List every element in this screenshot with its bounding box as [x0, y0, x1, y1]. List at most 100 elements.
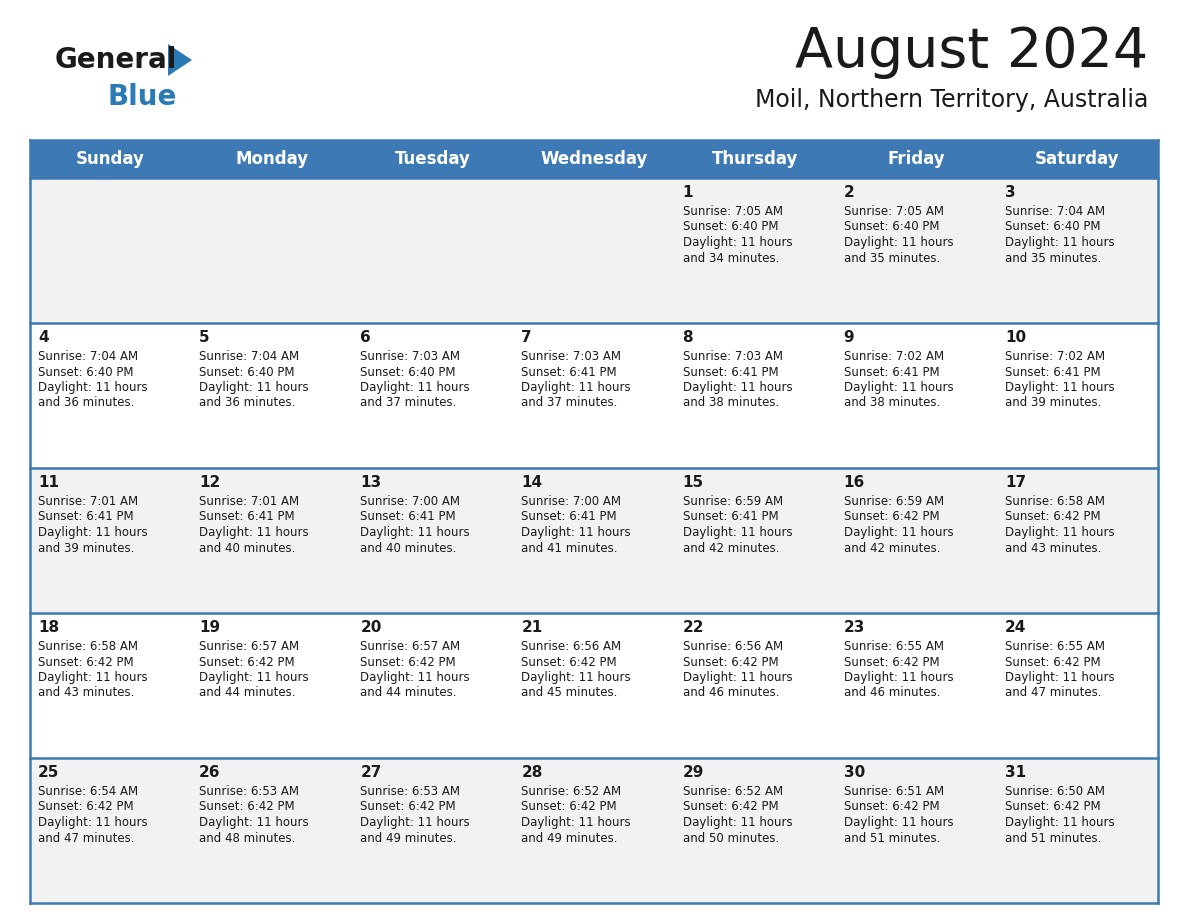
Bar — [835, 178, 997, 323]
Text: Daylight: 11 hours: Daylight: 11 hours — [843, 526, 953, 539]
Text: Sunset: 6:41 PM: Sunset: 6:41 PM — [683, 365, 778, 378]
Text: Daylight: 11 hours: Daylight: 11 hours — [683, 381, 792, 394]
Bar — [513, 178, 675, 323]
Text: Daylight: 11 hours: Daylight: 11 hours — [38, 526, 147, 539]
Text: and 38 minutes.: and 38 minutes. — [843, 397, 940, 409]
Text: 1: 1 — [683, 185, 693, 200]
Text: and 49 minutes.: and 49 minutes. — [360, 832, 456, 845]
Text: Daylight: 11 hours: Daylight: 11 hours — [200, 816, 309, 829]
Text: Daylight: 11 hours: Daylight: 11 hours — [522, 526, 631, 539]
Bar — [30, 468, 191, 613]
Text: and 45 minutes.: and 45 minutes. — [522, 687, 618, 700]
Text: August 2024: August 2024 — [795, 25, 1148, 79]
Text: Thursday: Thursday — [712, 150, 798, 168]
Text: Daylight: 11 hours: Daylight: 11 hours — [522, 381, 631, 394]
Text: and 51 minutes.: and 51 minutes. — [1005, 832, 1101, 845]
Text: and 37 minutes.: and 37 minutes. — [522, 397, 618, 409]
Text: Daylight: 11 hours: Daylight: 11 hours — [38, 381, 147, 394]
Text: Sunrise: 6:56 AM: Sunrise: 6:56 AM — [683, 640, 783, 653]
Bar — [191, 613, 353, 758]
Text: 6: 6 — [360, 330, 371, 345]
Text: Daylight: 11 hours: Daylight: 11 hours — [1005, 816, 1114, 829]
Bar — [30, 178, 191, 323]
Text: Daylight: 11 hours: Daylight: 11 hours — [843, 236, 953, 249]
Bar — [835, 323, 997, 468]
Bar — [191, 758, 353, 903]
Bar — [30, 323, 191, 468]
Text: and 51 minutes.: and 51 minutes. — [843, 832, 940, 845]
Text: Sunset: 6:40 PM: Sunset: 6:40 PM — [200, 365, 295, 378]
Text: Sunset: 6:40 PM: Sunset: 6:40 PM — [360, 365, 456, 378]
Text: Sunday: Sunday — [76, 150, 145, 168]
Text: Saturday: Saturday — [1035, 150, 1119, 168]
Text: Sunset: 6:40 PM: Sunset: 6:40 PM — [843, 220, 940, 233]
Text: Sunset: 6:41 PM: Sunset: 6:41 PM — [522, 510, 617, 523]
Text: Sunrise: 6:55 AM: Sunrise: 6:55 AM — [1005, 640, 1105, 653]
Text: Blue: Blue — [107, 83, 176, 111]
Text: Sunrise: 7:04 AM: Sunrise: 7:04 AM — [38, 350, 138, 363]
Text: 9: 9 — [843, 330, 854, 345]
Text: 26: 26 — [200, 765, 221, 780]
Text: and 44 minutes.: and 44 minutes. — [360, 687, 456, 700]
Text: Sunrise: 7:03 AM: Sunrise: 7:03 AM — [360, 350, 460, 363]
Bar — [353, 323, 513, 468]
Text: Friday: Friday — [887, 150, 946, 168]
Bar — [191, 323, 353, 468]
Text: and 39 minutes.: and 39 minutes. — [38, 542, 134, 554]
Text: and 44 minutes.: and 44 minutes. — [200, 687, 296, 700]
Bar — [30, 758, 191, 903]
Text: and 41 minutes.: and 41 minutes. — [522, 542, 618, 554]
Text: Daylight: 11 hours: Daylight: 11 hours — [360, 526, 470, 539]
Text: Sunset: 6:42 PM: Sunset: 6:42 PM — [522, 800, 617, 813]
Text: and 43 minutes.: and 43 minutes. — [38, 687, 134, 700]
Text: Sunset: 6:42 PM: Sunset: 6:42 PM — [360, 800, 456, 813]
Bar — [513, 613, 675, 758]
Text: Daylight: 11 hours: Daylight: 11 hours — [38, 671, 147, 684]
Text: and 36 minutes.: and 36 minutes. — [200, 397, 296, 409]
Text: and 50 minutes.: and 50 minutes. — [683, 832, 779, 845]
Bar — [835, 758, 997, 903]
Text: 16: 16 — [843, 475, 865, 490]
Text: Sunrise: 6:52 AM: Sunrise: 6:52 AM — [683, 785, 783, 798]
Text: Sunrise: 7:02 AM: Sunrise: 7:02 AM — [1005, 350, 1105, 363]
Text: and 40 minutes.: and 40 minutes. — [360, 542, 456, 554]
Text: and 34 minutes.: and 34 minutes. — [683, 252, 779, 264]
Text: Sunset: 6:40 PM: Sunset: 6:40 PM — [683, 220, 778, 233]
Bar — [30, 613, 191, 758]
Text: Sunset: 6:42 PM: Sunset: 6:42 PM — [1005, 655, 1100, 668]
Text: 19: 19 — [200, 620, 220, 635]
Text: Sunset: 6:42 PM: Sunset: 6:42 PM — [1005, 800, 1100, 813]
Text: Sunrise: 7:00 AM: Sunrise: 7:00 AM — [360, 495, 460, 508]
Text: Sunrise: 6:58 AM: Sunrise: 6:58 AM — [38, 640, 138, 653]
Text: Sunset: 6:42 PM: Sunset: 6:42 PM — [843, 510, 940, 523]
Text: 13: 13 — [360, 475, 381, 490]
Text: and 38 minutes.: and 38 minutes. — [683, 397, 779, 409]
Text: and 46 minutes.: and 46 minutes. — [843, 687, 940, 700]
Text: 28: 28 — [522, 765, 543, 780]
Bar — [513, 323, 675, 468]
Text: Sunrise: 7:05 AM: Sunrise: 7:05 AM — [843, 205, 943, 218]
Text: 11: 11 — [38, 475, 59, 490]
Text: and 48 minutes.: and 48 minutes. — [200, 832, 296, 845]
Bar — [30, 140, 1158, 178]
Text: Sunset: 6:40 PM: Sunset: 6:40 PM — [1005, 220, 1100, 233]
Text: Sunrise: 6:54 AM: Sunrise: 6:54 AM — [38, 785, 138, 798]
Text: 5: 5 — [200, 330, 210, 345]
Text: Sunrise: 6:56 AM: Sunrise: 6:56 AM — [522, 640, 621, 653]
Text: 20: 20 — [360, 620, 381, 635]
Bar — [675, 468, 835, 613]
Text: 12: 12 — [200, 475, 221, 490]
Bar — [675, 323, 835, 468]
Text: Wednesday: Wednesday — [541, 150, 647, 168]
Text: Daylight: 11 hours: Daylight: 11 hours — [522, 671, 631, 684]
Text: 23: 23 — [843, 620, 865, 635]
Text: and 40 minutes.: and 40 minutes. — [200, 542, 296, 554]
Text: General: General — [55, 46, 177, 74]
Bar — [353, 468, 513, 613]
Text: Sunset: 6:42 PM: Sunset: 6:42 PM — [683, 655, 778, 668]
Text: Sunset: 6:42 PM: Sunset: 6:42 PM — [200, 655, 295, 668]
Text: 15: 15 — [683, 475, 703, 490]
Text: Sunrise: 7:02 AM: Sunrise: 7:02 AM — [843, 350, 943, 363]
Text: Sunrise: 6:59 AM: Sunrise: 6:59 AM — [683, 495, 783, 508]
Text: Sunset: 6:42 PM: Sunset: 6:42 PM — [683, 800, 778, 813]
